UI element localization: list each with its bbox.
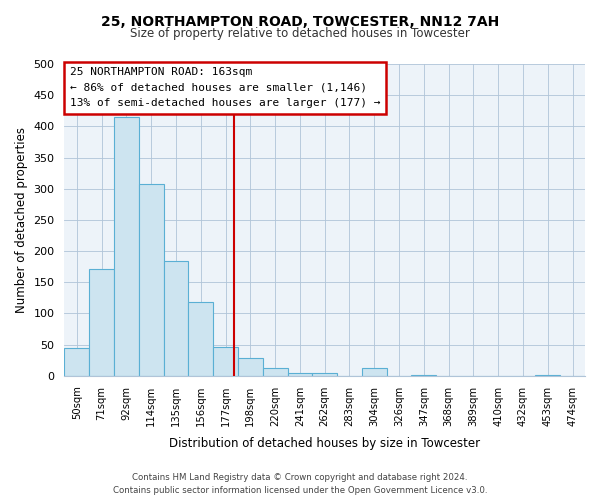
Bar — [287, 372, 313, 376]
Bar — [139, 184, 164, 376]
Bar — [412, 374, 436, 376]
Bar — [238, 358, 263, 376]
Bar — [188, 302, 213, 376]
Bar — [263, 368, 287, 376]
Text: Contains HM Land Registry data © Crown copyright and database right 2024.
Contai: Contains HM Land Registry data © Crown c… — [113, 473, 487, 495]
Text: Size of property relative to detached houses in Towcester: Size of property relative to detached ho… — [130, 28, 470, 40]
X-axis label: Distribution of detached houses by size in Towcester: Distribution of detached houses by size … — [169, 437, 480, 450]
Bar — [164, 261, 188, 376]
Bar — [89, 268, 114, 376]
Bar — [535, 374, 560, 376]
Y-axis label: Number of detached properties: Number of detached properties — [15, 127, 28, 313]
Text: 25, NORTHAMPTON ROAD, TOWCESTER, NN12 7AH: 25, NORTHAMPTON ROAD, TOWCESTER, NN12 7A… — [101, 15, 499, 29]
Text: 25 NORTHAMPTON ROAD: 163sqm
← 86% of detached houses are smaller (1,146)
13% of : 25 NORTHAMPTON ROAD: 163sqm ← 86% of det… — [70, 67, 380, 108]
Bar — [114, 117, 139, 376]
Bar — [313, 372, 337, 376]
Bar — [64, 348, 89, 376]
Bar — [362, 368, 386, 376]
Bar — [213, 347, 238, 376]
